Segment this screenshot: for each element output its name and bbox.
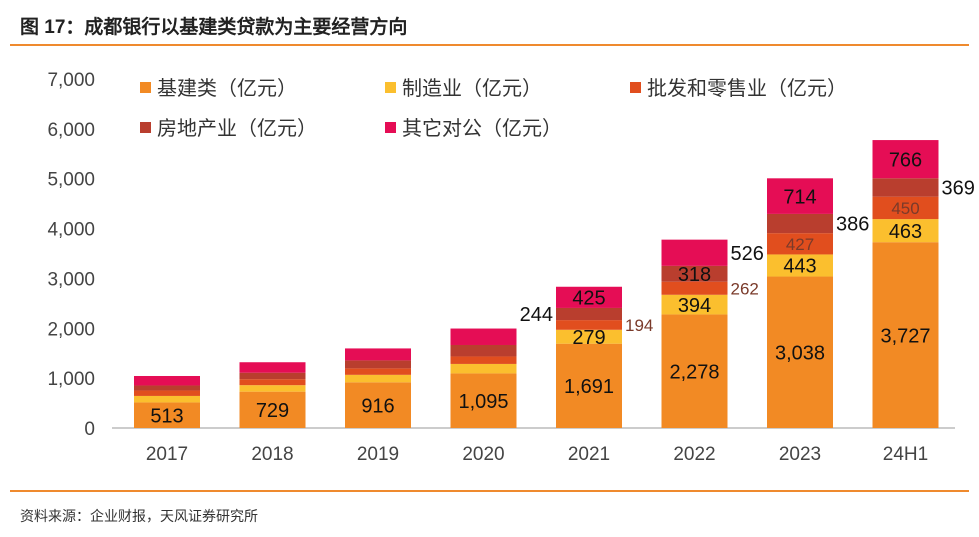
data-label: 425 <box>572 288 605 310</box>
bar-segment <box>872 196 939 220</box>
bar-segment <box>556 286 622 308</box>
title-divider <box>10 44 969 46</box>
legend-label: 其它对公（亿元） <box>402 116 562 140</box>
data-label: 3,038 <box>775 342 825 364</box>
footer-divider <box>10 490 969 492</box>
bar-segment <box>450 363 517 374</box>
stacked-bar-chart: 0 1,000 2,000 3,000 4,000 5,000 6,000 7,000 513 2… <box>47 70 975 465</box>
data-label: 244 <box>520 304 553 326</box>
data-label: 3,727 <box>880 325 930 347</box>
bar-segment <box>450 373 517 428</box>
bar-segment <box>767 254 833 277</box>
bar-segment <box>345 374 411 383</box>
bar-segment <box>872 140 939 179</box>
legend-swatch <box>630 82 641 93</box>
legend-swatch <box>385 82 396 93</box>
y-tick-label: 1,000 <box>47 369 95 390</box>
bar-segment <box>450 344 517 357</box>
data-label: 729 <box>256 400 289 422</box>
data-label: 386 <box>836 214 869 236</box>
bar-segment <box>556 329 622 344</box>
x-tick-label: 2022 <box>673 444 715 465</box>
bar-segment <box>134 390 200 396</box>
x-tick-label: 2017 <box>146 444 188 465</box>
data-label: 262 <box>731 279 759 298</box>
y-tick-label: 0 <box>84 419 95 440</box>
legend-label: 房地产业（亿元） <box>157 116 317 140</box>
data-label: 513 <box>150 405 183 427</box>
x-tick-label: 2019 <box>357 444 399 465</box>
bar-segment <box>767 276 833 428</box>
y-tick-label: 6,000 <box>47 120 95 141</box>
bar-segment <box>556 320 622 330</box>
y-tick-label: 7,000 <box>47 70 95 91</box>
bar-segment <box>872 219 939 243</box>
y-tick-label: 4,000 <box>47 220 95 241</box>
bar-segment <box>556 343 622 428</box>
data-label: 394 <box>678 295 711 317</box>
data-label: 279 <box>572 327 605 349</box>
bar-segment <box>239 362 306 373</box>
bar-segment <box>345 368 411 375</box>
data-label: 318 <box>678 264 711 286</box>
bar-segment <box>134 402 200 428</box>
data-label: 766 <box>889 149 922 171</box>
data-label: 443 <box>783 256 816 278</box>
bar-segment <box>239 372 306 380</box>
x-tick-label: 2018 <box>251 444 293 465</box>
bar-segment <box>450 328 517 345</box>
data-label: 450 <box>891 199 919 218</box>
x-tick-label: 2020 <box>462 444 504 465</box>
data-label: 194 <box>625 316 653 335</box>
legend-swatch <box>140 82 151 93</box>
bar-segment <box>345 382 411 428</box>
data-label: 1,691 <box>564 376 614 398</box>
bar-segment <box>239 379 306 386</box>
bar-segment <box>556 307 622 321</box>
data-label: 427 <box>786 235 814 254</box>
legend-swatch <box>140 122 151 133</box>
bar-segment <box>134 385 200 391</box>
y-tick-label: 2,000 <box>47 319 95 340</box>
legend-label: 批发和零售业（亿元） <box>647 76 847 100</box>
x-tick-label: 2023 <box>779 444 821 465</box>
data-label: 369 <box>942 178 975 200</box>
bar-segment <box>661 294 728 315</box>
y-tick-label: 5,000 <box>47 170 95 191</box>
bar-segment <box>661 314 728 428</box>
source-note: 资料来源：企业财报，天风证券研究所 <box>20 508 258 524</box>
figure-title: 图 17：成都银行以基建类贷款为主要经营方向 <box>20 17 408 38</box>
data-label: 463 <box>889 221 922 243</box>
legend-label: 制造业（亿元） <box>402 76 542 100</box>
bar-segment <box>872 242 939 428</box>
x-tick-label: 24H1 <box>883 444 928 465</box>
bar-segment <box>134 375 200 386</box>
data-label: 2,278 <box>669 361 719 383</box>
bar-segment <box>134 395 200 403</box>
bar-segment <box>450 356 517 364</box>
bar-segment <box>767 178 833 214</box>
data-label: 916 <box>361 395 394 417</box>
bar-segment <box>345 348 411 361</box>
bar-segment <box>661 281 728 295</box>
bar-segment <box>345 360 411 369</box>
data-label: 1,095 <box>458 391 508 413</box>
bar-segment <box>661 239 728 266</box>
y-tick-label: 3,000 <box>47 269 95 290</box>
bar-segment <box>767 233 833 255</box>
data-label: 714 <box>783 186 816 208</box>
legend-label: 基建类（亿元） <box>157 76 297 100</box>
bar-segment <box>661 265 728 282</box>
x-tick-label: 2021 <box>568 444 610 465</box>
bar-segment <box>767 213 833 234</box>
legend-swatch <box>385 122 396 133</box>
bar-segment <box>239 391 306 428</box>
bar-segment <box>872 178 939 197</box>
data-label: 526 <box>731 243 764 265</box>
bar-segment <box>239 385 306 392</box>
